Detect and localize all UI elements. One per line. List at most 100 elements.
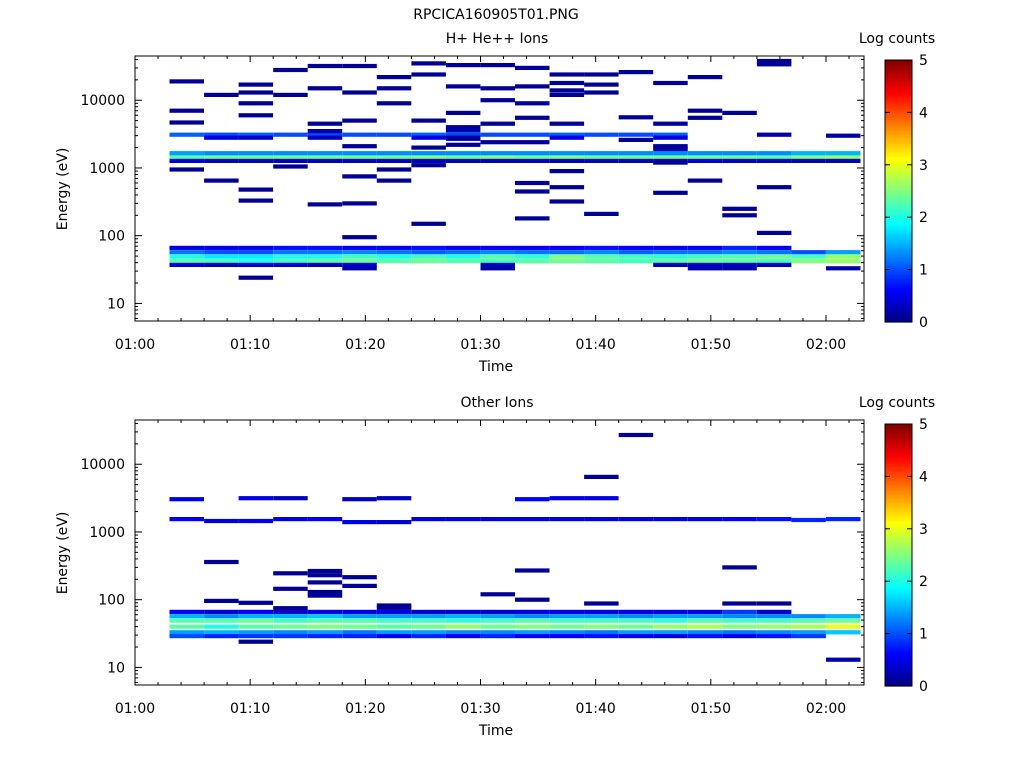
colorbar-tick-label: 5: [919, 53, 928, 69]
colorbar-segment: [885, 648, 912, 652]
heatmap-cell: [480, 259, 515, 264]
colorbar-segment: [885, 555, 912, 558]
heatmap-cell: [618, 158, 654, 163]
x-tick-label: 01:20: [345, 337, 385, 353]
heatmap-cell: [687, 624, 723, 629]
colorbar-segment: [885, 496, 912, 499]
heatmap-cell: [480, 592, 515, 597]
heatmap-cell: [307, 129, 343, 134]
colorbar-segment: [885, 75, 912, 79]
colorbar-segment: [885, 308, 912, 312]
heatmap-cell: [687, 115, 723, 120]
colorbar-segment: [885, 92, 912, 96]
y-tick-label: 100: [98, 593, 125, 609]
colorbar-segment: [885, 637, 912, 641]
heatmap-cell: [169, 624, 204, 629]
y-tick-label: 1000: [89, 161, 125, 177]
heatmap-cell: [549, 630, 585, 635]
colorbar-segment: [885, 191, 912, 194]
heatmap-cell: [445, 254, 481, 259]
heatmap-cell: [273, 571, 308, 576]
heatmap-cell: [204, 618, 239, 623]
colorbar-tick-label: 5: [919, 417, 928, 433]
x-tick-label: 01:50: [691, 701, 731, 717]
x-tick-label: 02:00: [806, 701, 846, 717]
heatmap-cell: [273, 158, 308, 163]
heatmap-cell: [618, 609, 654, 614]
heatmap-cell: [687, 609, 723, 614]
heatmap-cell: [480, 63, 515, 68]
colorbar-segment: [885, 509, 912, 512]
colorbar-segment: [885, 271, 912, 275]
colorbar-segment: [885, 70, 912, 74]
x-axis-label: Time: [478, 359, 513, 375]
heatmap-cell: [618, 245, 654, 250]
colorbar-segment: [885, 515, 912, 519]
colorbar-segment: [885, 265, 912, 269]
colorbar-segment: [885, 550, 912, 554]
heatmap-cell: [307, 580, 343, 585]
heatmap-cell: [618, 630, 654, 635]
heatmap-cell: [653, 245, 688, 250]
heatmap-cell: [756, 158, 792, 163]
colorbar-segment: [885, 199, 912, 203]
colorbar-segment: [885, 282, 912, 286]
heatmap-cell: [169, 151, 204, 156]
colorbar-segment: [885, 600, 912, 604]
colorbar-segment: [885, 437, 912, 440]
heatmap-cell: [411, 609, 446, 614]
heatmap-cell: [653, 190, 688, 195]
heatmap-cell: [826, 254, 861, 259]
colorbar-segment: [885, 581, 912, 584]
colorbar-segment: [885, 182, 912, 186]
heatmap-cell: [238, 609, 274, 614]
colorbar-segment: [885, 432, 912, 436]
colorbar-segment: [885, 576, 912, 580]
colorbar-segment: [885, 315, 912, 319]
heatmap-cell: [480, 630, 515, 635]
heatmap-cell: [376, 603, 412, 608]
heatmap-cell: [238, 113, 274, 118]
heatmap-cell: [307, 86, 343, 91]
colorbar-segment: [885, 572, 912, 576]
heatmap-cell: [722, 250, 757, 255]
heatmap-cell: [445, 517, 481, 522]
colorbar-segment: [885, 99, 912, 103]
heatmap-cell: [480, 245, 515, 250]
heatmap-cell: [618, 259, 654, 264]
heatmap-cell: [238, 275, 274, 280]
heatmap-cell: [687, 262, 723, 267]
colorbar-segment: [885, 631, 912, 635]
heatmap-cell: [273, 132, 308, 137]
colorbar-segment: [885, 123, 912, 127]
heatmap-cell: [342, 583, 377, 588]
heatmap-cell: [342, 609, 377, 614]
colorbar-segment: [885, 493, 912, 497]
heatmap-cell: [238, 101, 274, 106]
heatmap-cell: [445, 125, 481, 130]
heatmap-cell: [238, 187, 274, 192]
heatmap-cell: [722, 266, 757, 271]
colorbar-segment: [885, 230, 912, 234]
heatmap-cell: [411, 614, 446, 619]
heatmap-cell: [238, 135, 274, 140]
heatmap-cell: [445, 259, 481, 264]
heatmap-cell: [756, 517, 792, 522]
heatmap-cell: [342, 90, 377, 95]
heatmap-cell: [376, 254, 412, 259]
colorbar-segment: [885, 136, 912, 140]
heatmap-cell: [342, 63, 377, 69]
colorbar-segment: [885, 204, 912, 207]
heatmap-cell: [204, 178, 239, 183]
heatmap-cell: [169, 154, 204, 160]
x-tick-label: 01:10: [230, 337, 270, 353]
heatmap-cell: [238, 82, 274, 87]
colorbar-segment: [885, 247, 912, 251]
heatmap-cell: [376, 259, 412, 264]
heatmap-cell: [169, 630, 204, 635]
heatmap-cell: [307, 151, 343, 156]
heatmap-cell: [411, 245, 446, 250]
colorbar-segment: [885, 249, 912, 253]
heatmap-cell: [584, 82, 619, 87]
